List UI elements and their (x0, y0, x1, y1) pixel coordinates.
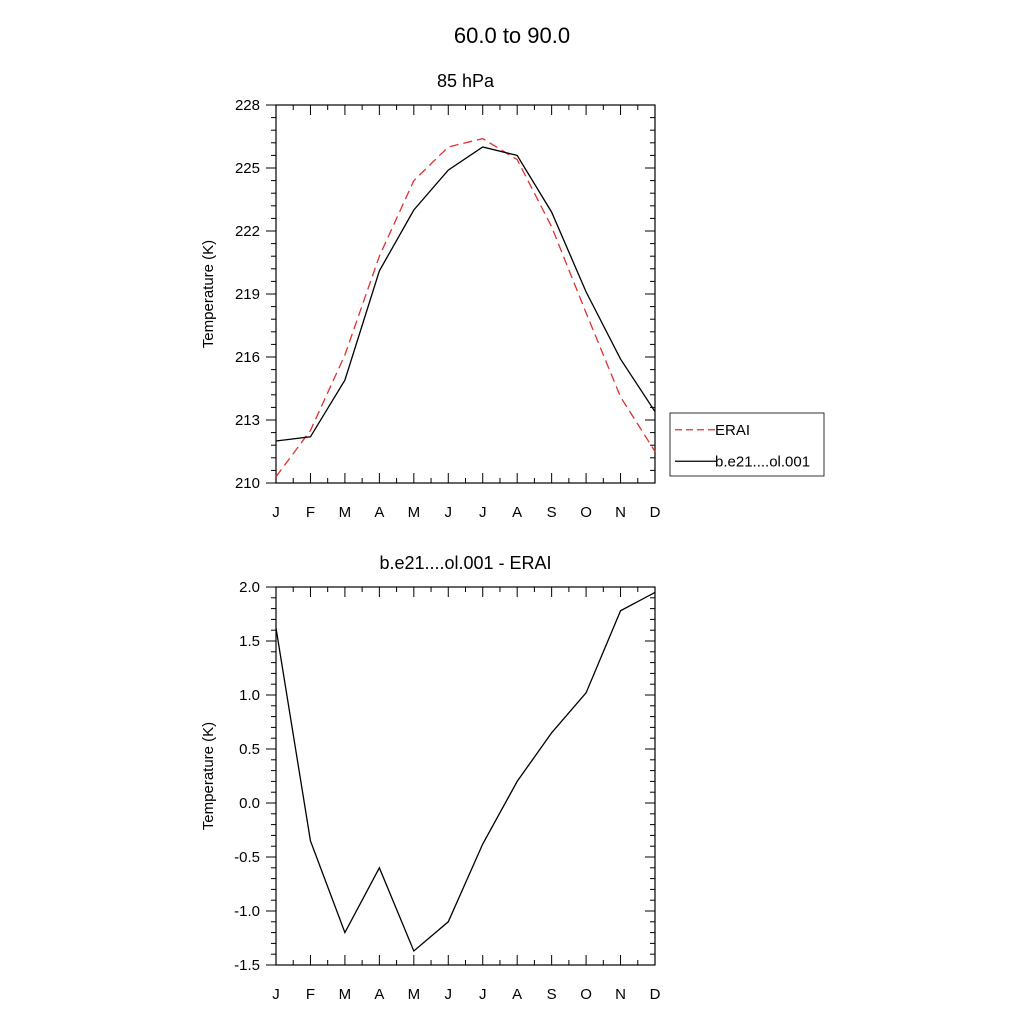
series-line (275, 591, 656, 953)
x-tick-label: M (339, 986, 352, 1003)
y-tick-label: 213 (235, 412, 260, 429)
series-line (275, 146, 656, 442)
y-tick-label: 216 (235, 349, 260, 366)
y-tick-label: -1.5 (234, 957, 260, 974)
x-tick-label: M (339, 504, 352, 521)
y-tick-label: 210 (235, 475, 260, 492)
plot-frame (275, 586, 656, 966)
x-tick-label: J (479, 986, 487, 1003)
y-tick-label: 225 (235, 160, 260, 177)
panel-title: b.e21....ol.001 - ERAI (379, 553, 551, 573)
legend-label: ERAI (715, 422, 750, 439)
difference-panel: b.e21....ol.001 - ERAI J F M A M J J A S O N D -1.5 -1… (200, 553, 661, 1003)
x-tick-label: N (615, 504, 626, 521)
x-tick-label: O (580, 504, 592, 521)
y-axis-label: Temperature (K) (200, 240, 217, 348)
x-tick-label: J (445, 504, 453, 521)
x-tick-label: J (272, 504, 280, 521)
main-title: 60.0 to 90.0 (454, 23, 570, 48)
x-tick-label: A (374, 504, 384, 521)
x-tick-label: S (547, 504, 557, 521)
x-tick-label: S (547, 986, 557, 1003)
x-tick-label: J (272, 986, 280, 1003)
x-tick-label: M (408, 504, 421, 521)
y-tick-label: 228 (235, 97, 260, 114)
y-tick-label: 219 (235, 286, 260, 303)
x-tick-label: J (479, 504, 487, 521)
x-tick-label: F (306, 986, 315, 1003)
legend-box (669, 412, 825, 477)
x-tick-label: N (615, 986, 626, 1003)
y-axis-label: Temperature (K) (200, 722, 217, 830)
y-tick-label: -0.5 (234, 849, 260, 866)
x-tick-label: A (374, 986, 384, 1003)
temperature-panel: 85 hPa J F M A M J J A S O N D 210 213 216 219 222 225 228 T… (200, 71, 825, 521)
x-tick-label: D (650, 504, 661, 521)
y-tick-label: 1.0 (239, 687, 260, 704)
y-tick-label: 222 (235, 223, 260, 240)
y-tick-label: -1.0 (234, 903, 260, 920)
y-tick-label: 0.0 (239, 795, 260, 812)
x-tick-label: O (580, 986, 592, 1003)
x-tick-label: D (650, 986, 661, 1003)
x-tick-label: M (408, 986, 421, 1003)
y-tick-label: 2.0 (239, 579, 260, 596)
x-tick-label: F (306, 504, 315, 521)
plot-frame (275, 104, 656, 484)
series-line (275, 137, 656, 478)
y-tick-label: 0.5 (239, 741, 260, 758)
x-tick-label: A (512, 504, 522, 521)
panel-title: 85 hPa (437, 71, 495, 91)
y-tick-label: 1.5 (239, 633, 260, 650)
x-tick-label: J (445, 986, 453, 1003)
legend-label: b.e21....ol.001 (715, 453, 810, 470)
x-tick-label: A (512, 986, 522, 1003)
